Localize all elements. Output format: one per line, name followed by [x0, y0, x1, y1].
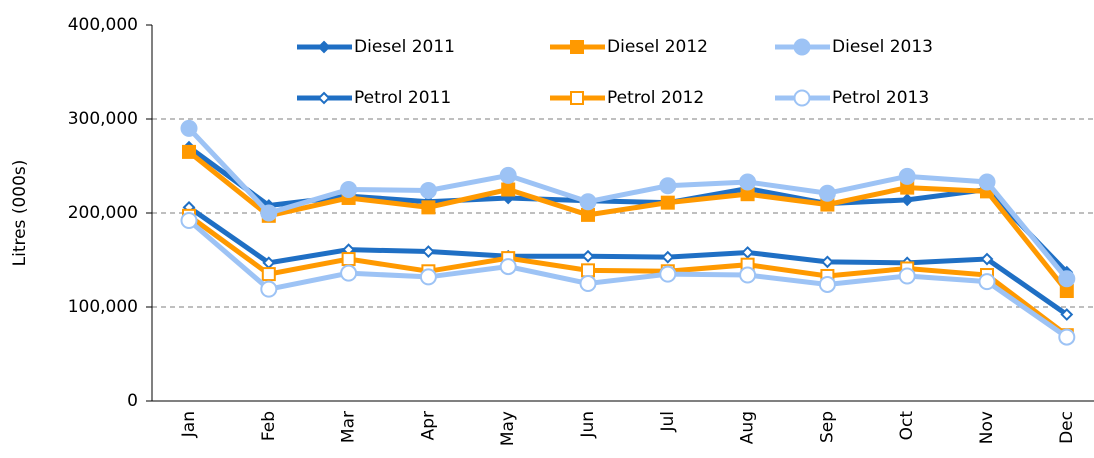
y-tick-label: 200,000	[68, 203, 138, 223]
marker	[182, 144, 196, 159]
marker	[499, 166, 517, 184]
x-tick-label: Mar	[339, 411, 359, 443]
x-tick-label: Jun	[578, 411, 598, 439]
line	[187, 126, 1069, 281]
x-tick-label: Jul	[658, 411, 678, 433]
marker	[1058, 328, 1076, 346]
x-tick-label: Sep	[817, 411, 837, 443]
legend-label: Diesel 2013	[832, 37, 933, 57]
marker	[739, 173, 757, 191]
marker	[659, 265, 677, 283]
series	[182, 144, 1074, 299]
marker	[260, 204, 278, 222]
line	[187, 149, 1069, 293]
marker	[570, 91, 584, 105]
marker	[419, 268, 437, 286]
series	[180, 119, 1076, 288]
marker	[659, 177, 677, 195]
marker	[340, 264, 358, 282]
legend-label: Petrol 2011	[354, 88, 451, 108]
marker	[180, 212, 198, 230]
legend-label: Diesel 2011	[354, 37, 455, 57]
marker	[180, 119, 198, 137]
marker	[570, 40, 584, 54]
marker	[978, 173, 996, 191]
marker	[261, 267, 276, 282]
marker	[581, 207, 595, 222]
line	[187, 213, 1069, 338]
marker	[1060, 308, 1074, 321]
marker	[818, 184, 836, 202]
marker	[340, 181, 358, 198]
marker	[980, 252, 994, 266]
marker	[793, 38, 811, 56]
series	[182, 208, 1074, 343]
marker	[820, 255, 834, 269]
x-tick-label: Feb	[259, 411, 279, 441]
x-tick-label: Jan	[179, 411, 199, 438]
x-tick-label: May	[498, 411, 518, 446]
marker	[898, 267, 916, 285]
marker	[660, 195, 675, 210]
y-tick-label: 100,000	[68, 297, 138, 317]
marker	[581, 249, 595, 263]
series	[182, 200, 1074, 321]
marker	[421, 200, 436, 215]
line	[187, 205, 1069, 317]
marker	[579, 275, 597, 292]
marker	[260, 280, 278, 298]
line	[187, 145, 1069, 274]
marker	[739, 266, 757, 284]
y-tick-label: 400,000	[68, 15, 138, 35]
marker	[579, 193, 597, 211]
marker	[978, 273, 996, 291]
x-tick-label: Apr	[418, 411, 438, 440]
marker	[421, 245, 435, 258]
y-tick-label: 300,000	[68, 109, 138, 129]
marker	[341, 252, 356, 267]
marker	[898, 167, 916, 185]
marker	[741, 246, 755, 259]
legend-label: Diesel 2012	[607, 37, 708, 57]
marker	[793, 89, 811, 107]
marker	[501, 182, 516, 197]
series	[180, 212, 1076, 346]
marker	[1058, 270, 1076, 288]
legend-label: Petrol 2013	[832, 88, 929, 108]
line	[187, 218, 1069, 340]
marker	[581, 263, 595, 278]
x-tick-label: Nov	[977, 411, 997, 444]
legend-label: Petrol 2012	[607, 88, 704, 108]
marker	[900, 193, 914, 207]
marker	[419, 181, 437, 199]
x-tick-label: Oct	[897, 411, 917, 441]
marker	[499, 258, 517, 276]
marker	[661, 250, 675, 264]
marker	[818, 275, 836, 293]
x-tick-label: Dec	[1057, 411, 1077, 444]
x-tick-label: Aug	[738, 411, 758, 444]
marker	[317, 91, 331, 105]
marker	[317, 40, 331, 54]
y-axis-label: Litres (000s)	[10, 160, 30, 267]
y-tick-label: 0	[127, 391, 138, 411]
